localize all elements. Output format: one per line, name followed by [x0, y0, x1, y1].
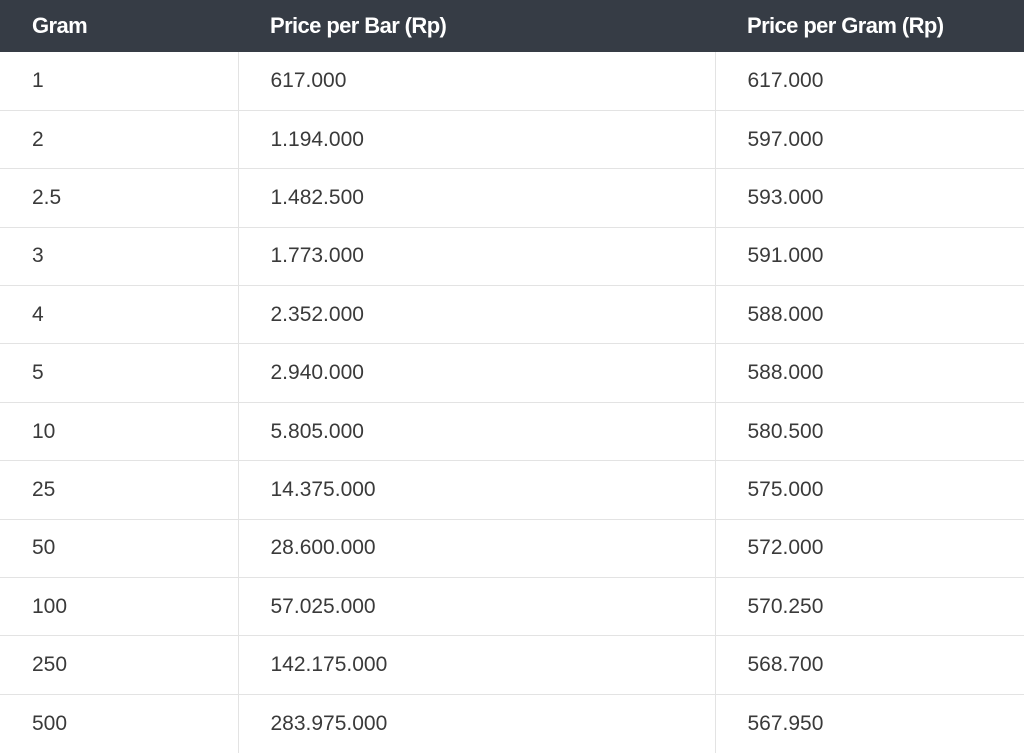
- gram-cell: 25: [0, 460, 238, 520]
- price-per-gram-cell: 570.250: [714, 577, 1024, 637]
- table-row: 4 2.352.000 588.000: [0, 285, 1024, 345]
- table-row: 50 28.600.000 572.000: [0, 519, 1024, 579]
- price-per-gram-cell: 572.000: [714, 519, 1024, 579]
- header-gram: Gram: [32, 13, 88, 38]
- price-per-gram-cell: 580.500: [714, 402, 1024, 462]
- price-per-bar-cell: 142.175.000: [237, 635, 715, 695]
- gram-cell: 10: [0, 402, 238, 462]
- table-header: Gram Price per Bar (Rp) Price per Gram (…: [0, 0, 1024, 52]
- table-body: 1 617.000 617.000 2 1.194.000 597.000 2.5 1.482…: [0, 52, 1024, 753]
- price-per-bar-cell: 617.000: [237, 52, 715, 111]
- gram-cell: 50: [0, 519, 238, 579]
- gram-cell: 1: [0, 52, 238, 111]
- price-per-gram-cell: 617.000: [714, 52, 1024, 111]
- price-per-bar-cell: 283.975.000: [237, 694, 715, 753]
- price-per-gram-cell: 567.950: [714, 694, 1024, 753]
- table-row: 500 283.975.000 567.950: [0, 694, 1024, 753]
- header-price-per-bar: Price per Bar (Rp): [270, 13, 447, 38]
- price-per-gram-cell: 593.000: [714, 168, 1024, 228]
- table-row: 3 1.773.000 591.000: [0, 227, 1024, 287]
- table-row: 25 14.375.000 575.000: [0, 460, 1024, 520]
- price-per-bar-cell: 2.940.000: [237, 343, 715, 403]
- gram-cell: 500: [32, 711, 68, 735]
- table-row: 5 2.940.000 588.000: [0, 343, 1024, 403]
- gram-cell: 250: [0, 635, 238, 695]
- price-per-bar-cell: 1.194.000: [237, 110, 715, 170]
- gram-cell: 3: [0, 227, 238, 287]
- table-row: 1 617.000 617.000: [0, 52, 1024, 111]
- gram-cell: 2: [0, 110, 238, 170]
- price-per-gram-cell: 568.700: [714, 635, 1024, 695]
- header-price-per-gram: Price per Gram (Rp): [747, 13, 944, 38]
- price-per-gram-cell: 588.000: [714, 343, 1024, 403]
- price-per-bar-cell: 1.773.000: [237, 227, 715, 287]
- price-per-gram-cell: 597.000: [714, 110, 1024, 170]
- header-row: Gram Price per Bar (Rp) Price per Gram (…: [0, 0, 1024, 52]
- price-per-bar-cell: 28.600.000: [237, 519, 715, 579]
- table-row: 100 57.025.000 570.250: [0, 577, 1024, 637]
- table-row: 2.5 1.482.500 593.000: [0, 168, 1024, 228]
- price-per-gram-cell: 588.000: [714, 285, 1024, 345]
- table-row: 10 5.805.000 580.500: [0, 402, 1024, 462]
- price-per-bar-cell: 57.025.000: [237, 577, 715, 637]
- price-per-bar-cell: 2.352.000: [237, 285, 715, 345]
- gram-cell: 5: [0, 343, 238, 403]
- gram-cell: 2.5: [0, 168, 238, 228]
- price-per-bar-cell: 14.375.000: [237, 460, 715, 520]
- price-per-bar-cell: 1.482.500: [237, 168, 715, 228]
- table-row: 250 142.175.000 568.700: [0, 635, 1024, 695]
- price-per-gram-cell: 575.000: [714, 460, 1024, 520]
- table-row: 2 1.194.000 597.000: [0, 110, 1024, 170]
- gram-cell: 4: [0, 285, 238, 345]
- gram-cell: 100: [0, 577, 238, 637]
- price-per-bar-cell: 5.805.000: [237, 402, 715, 462]
- price-per-gram-cell: 591.000: [714, 227, 1024, 287]
